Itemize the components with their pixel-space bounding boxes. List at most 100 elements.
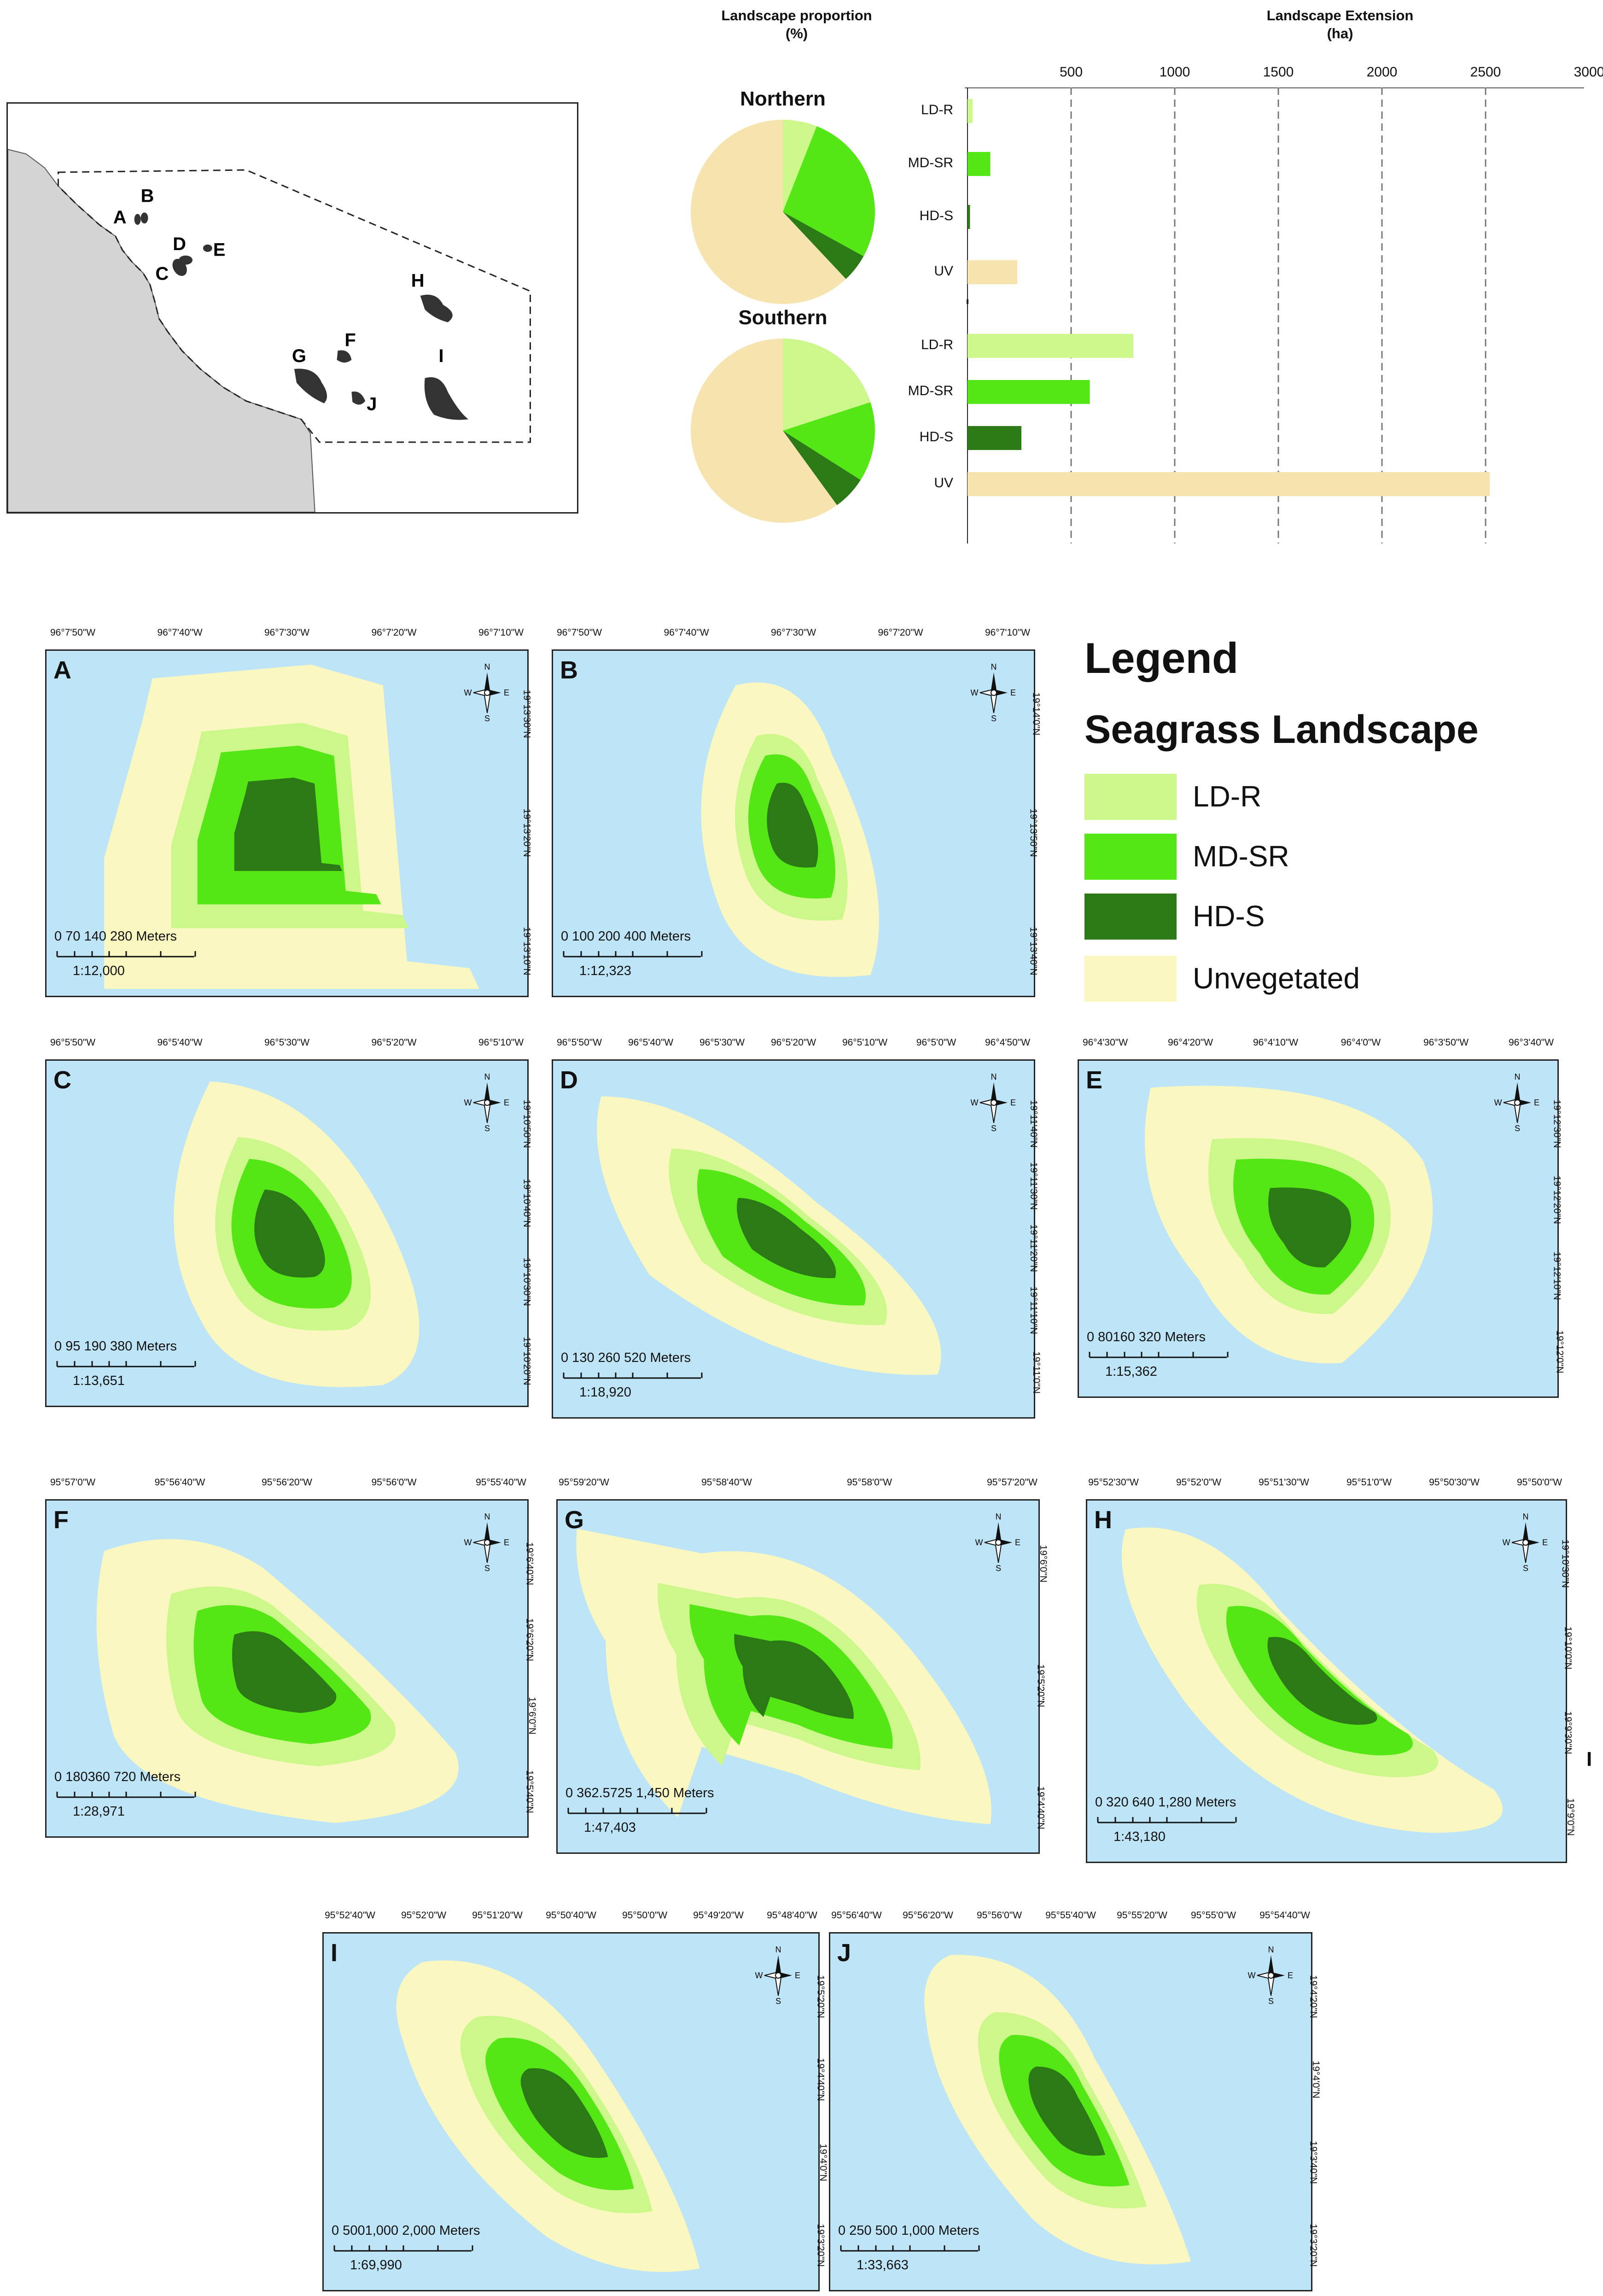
pie-northern-slice-LD-R [783,120,817,212]
reef-map-svg [701,682,879,977]
reef-B [140,212,148,224]
longitude-label: 95°50'0"W [1516,1477,1562,1488]
latitude-label: 19°4'20"N [1308,1975,1319,2018]
bar-category-label: HD-S [919,429,953,444]
panel-letter: I [331,1939,338,1967]
svg-text:N: N [991,663,997,672]
longitude-label: 96°7'10"W [985,627,1031,638]
bar-northern-HD-S [968,205,970,229]
north-arrow-icon: N W E S [755,1945,801,2006]
latitude-label: 19°4'40"N [1035,1786,1046,1829]
latitude-label: 19°10'30"N [521,1257,532,1306]
land-area [8,149,315,512]
bar-category-label: HD-S [919,208,953,223]
reef-I [424,377,469,420]
longitude-label: 96°5'20"W [371,1037,417,1048]
bar-southern-LD-R [968,334,1133,358]
scale-ratio: 1:18,920 [579,1385,631,1400]
longitude-label: 96°5'30"W [264,1037,310,1048]
map-label-H: H [411,270,425,291]
seagrass-HD-S [767,783,818,868]
scale-bar [1089,1352,1229,1358]
reef-H [420,294,453,322]
panel-letter: E [1086,1066,1103,1094]
svg-text:W: W [975,1538,983,1547]
north-arrow-icon: N W E S [1494,1072,1540,1133]
latitude-label: 19°6'0"N [527,1697,538,1735]
scale-ratio: 1:13,651 [73,1373,125,1388]
longitude-label: 96°3'40"W [1508,1037,1554,1048]
latitude-label: 19°10'30"N [1560,1539,1571,1588]
latitude-label: 19°6'40"N [524,1542,535,1585]
longitude-label: 96°5'10"W [842,1037,888,1048]
map-panel-G: G N W E S 95°59'20"W 95°58'40"W 95°58'0"W 9… [556,1477,1049,1854]
longitude-label: 95°51'0"W [1346,1477,1392,1488]
longitude-label: 96°7'40"W [664,627,709,638]
svg-text:W: W [971,1098,979,1107]
longitude-label: 96°7'20"W [371,627,417,638]
longitude-label: 95°52'40"W [325,1910,375,1921]
latitude-label: 19°13'50"N [1028,808,1039,857]
longitude-label: 96°5'20"W [770,1037,816,1048]
longitude-label: 95°55'40"W [1045,1910,1096,1921]
longitude-label: 95°50'0"W [622,1910,668,1921]
seagrass-HD-S [254,1189,325,1278]
svg-text:W: W [1494,1098,1502,1107]
scale-bar-label: 0 180360 720 Meters [54,1770,181,1784]
longitude-label: 95°52'30"W [1088,1477,1139,1488]
panel-letter: F [53,1506,69,1534]
proportion-header: Landscape proportion (%) [721,7,872,41]
longitude-label: 95°56'40"W [154,1477,205,1488]
x-tick-label: 1500 [1263,64,1294,80]
seagrass-HD-S [734,1634,854,1719]
longitude-label: 95°52'0"W [1176,1477,1222,1488]
x-tick-label: 3000 [1574,64,1603,80]
scale-ratio: 1:47,403 [584,1820,636,1835]
latitude-label: 19°11'30"N [1028,1162,1039,1210]
pie-northern-slice-MD-SR [783,126,875,257]
svg-text:N: N [484,1513,490,1521]
map-label-F: F [344,330,356,350]
map-label-A: A [113,207,127,228]
longitude-label: 95°54'40"W [1259,1910,1310,1921]
map-frame [45,1499,529,1838]
svg-text:E: E [504,1538,509,1547]
svg-text:E: E [1010,1098,1016,1107]
longitude-label: 96°5'10"W [478,1037,524,1048]
svg-text:N: N [1515,1073,1521,1081]
map-panel-E: E N W E S 96°4'30"W 96°4'20"W 96°4'10"W 96°… [1078,1037,1565,1398]
map-frame [45,649,529,997]
latitude-label: 19°4'0"N [1311,2061,1322,2098]
reef-map-svg [1144,1086,1433,1364]
reef-map-svg [1121,1527,1503,1833]
svg-text:S: S [991,1124,997,1133]
longitude-label: 96°7'40"W [157,627,203,638]
svg-text:W: W [971,688,979,697]
longitude-label: 95°56'20"W [903,1910,953,1921]
bar-category-label: LD-R [921,337,953,352]
latitude-label: 19°6'20"N [524,1618,535,1661]
latitude-label: 19°5'40"N [524,1770,535,1813]
north-arrow-icon: N W E S [971,1072,1017,1133]
stray-label: I [1586,1748,1592,1770]
latitude-label: 19°13'40"N [1028,927,1039,976]
seagrass-HD-S [234,777,343,871]
latitude-label: 19°10'50"N [521,1099,532,1148]
svg-text:S: S [484,714,490,723]
pie-northern-slice-UV [691,120,846,304]
bar-category-label: LD-R [921,102,953,117]
svg-text:N: N [991,1073,997,1081]
longitude-label: 95°51'20"W [472,1910,523,1921]
longitude-label: 95°57'20"W [987,1477,1038,1488]
reef-map-svg [174,1081,420,1387]
bar-southern-HD-S [968,426,1021,450]
bar-northern-UV [968,260,1017,284]
latitude-label: 19°11'10"N [1028,1286,1039,1334]
legend-swatch [1084,834,1177,880]
reef-map-svg [924,1955,1191,2265]
svg-text:E: E [1534,1098,1539,1107]
pie-chart-northern [691,120,875,304]
latitude-label: 19°11'20"N [1028,1224,1039,1272]
legend-swatch [1084,774,1177,820]
map-frame [556,1499,1040,1854]
